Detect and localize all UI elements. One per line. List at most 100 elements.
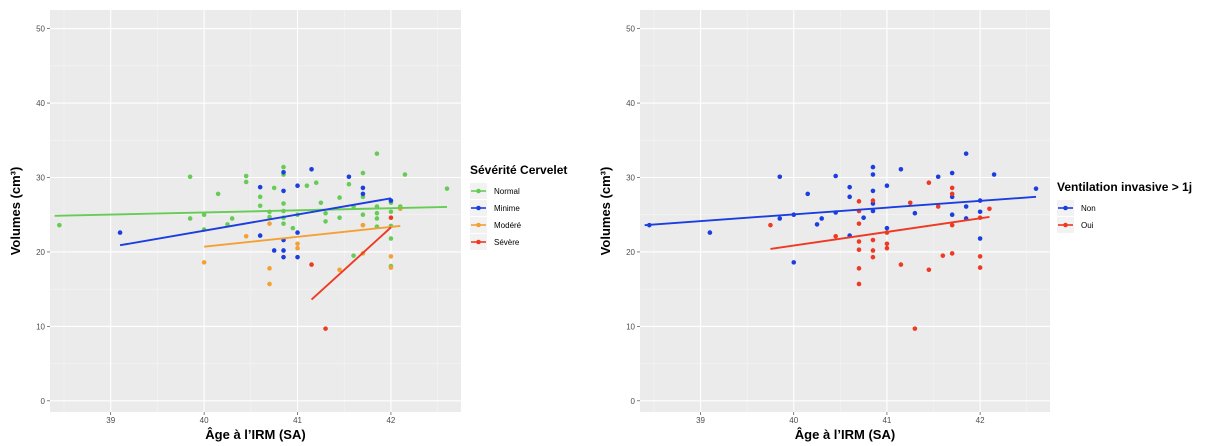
x-tick-label: 40 bbox=[200, 416, 209, 425]
data-points bbox=[57, 151, 450, 331]
data-point bbox=[309, 167, 314, 172]
data-point bbox=[281, 221, 286, 226]
legend-items: Normal Minime Modéré Sévère bbox=[470, 183, 522, 250]
data-point bbox=[243, 173, 249, 179]
data-point bbox=[243, 234, 249, 239]
data-point bbox=[187, 216, 193, 221]
data-point bbox=[444, 186, 450, 191]
data-point bbox=[884, 245, 890, 251]
data-point bbox=[847, 184, 852, 190]
data-point bbox=[201, 260, 207, 265]
data-point bbox=[847, 194, 852, 200]
data-point bbox=[819, 216, 825, 221]
data-point bbox=[187, 174, 193, 180]
data-point bbox=[309, 262, 314, 267]
data-point bbox=[388, 265, 394, 270]
trend-line bbox=[204, 224, 401, 248]
trend-line bbox=[54, 205, 448, 217]
x-tick-label: 39 bbox=[106, 416, 115, 425]
data-point bbox=[281, 248, 286, 253]
data-point bbox=[856, 266, 862, 271]
data-point bbox=[337, 215, 342, 220]
data-point bbox=[870, 254, 876, 260]
data-point bbox=[388, 236, 394, 241]
legend-point bbox=[476, 205, 481, 211]
data-point bbox=[949, 212, 955, 218]
legend-title: Ventilation invasive > 1j bbox=[1057, 180, 1192, 194]
data-point bbox=[907, 200, 913, 206]
trend-line bbox=[310, 226, 392, 301]
data-point bbox=[977, 254, 983, 259]
data-point bbox=[281, 254, 286, 260]
data-point bbox=[388, 254, 394, 259]
data-point bbox=[267, 214, 272, 220]
data-point bbox=[870, 208, 876, 214]
data-point bbox=[295, 183, 300, 188]
data-point bbox=[949, 191, 955, 197]
data-point bbox=[805, 191, 811, 197]
y-tick-label: 50 bbox=[36, 25, 45, 34]
legend-items: Non Oui bbox=[1057, 200, 1096, 233]
data-point bbox=[57, 222, 62, 228]
x-axis-title: Âge à l’IRM (SA) bbox=[795, 427, 895, 442]
data-point bbox=[271, 185, 277, 191]
data-point bbox=[201, 212, 207, 218]
grid bbox=[640, 10, 1050, 412]
data-point bbox=[949, 251, 955, 256]
data-point bbox=[870, 198, 876, 203]
data-point bbox=[360, 170, 366, 176]
data-point bbox=[295, 230, 300, 235]
data-point bbox=[215, 191, 221, 197]
data-point bbox=[777, 216, 783, 221]
data-point bbox=[768, 222, 773, 228]
data-point bbox=[304, 183, 310, 188]
data-point bbox=[814, 222, 820, 227]
data-point bbox=[987, 206, 992, 212]
data-point bbox=[257, 194, 263, 200]
data-point bbox=[870, 248, 876, 253]
data-point bbox=[991, 172, 997, 177]
x-tick-label: 42 bbox=[976, 416, 985, 425]
y-tick-labels: 0 10 20 30 40 50 bbox=[626, 25, 640, 406]
data-point bbox=[374, 151, 380, 156]
data-point bbox=[935, 174, 941, 180]
legend-point bbox=[1063, 205, 1068, 211]
trend-lines bbox=[644, 195, 1037, 250]
data-point bbox=[346, 181, 352, 187]
data-point bbox=[707, 230, 713, 235]
data-point bbox=[281, 169, 286, 175]
data-point bbox=[791, 260, 797, 265]
data-point bbox=[977, 265, 983, 270]
legend-label: Non bbox=[1081, 204, 1096, 213]
y-axis-title: Volumes (cm³) bbox=[8, 167, 23, 256]
data-point bbox=[117, 230, 123, 235]
data-point bbox=[360, 191, 366, 197]
legend: Ventilation invasive > 1j Non Oui bbox=[1057, 180, 1192, 233]
y-tick-label: 10 bbox=[36, 322, 45, 331]
x-tick-label: 40 bbox=[789, 416, 798, 425]
data-point bbox=[856, 199, 862, 204]
data-point bbox=[935, 204, 941, 209]
data-point bbox=[229, 216, 235, 221]
legend-point bbox=[1063, 222, 1068, 228]
data-point bbox=[337, 267, 342, 273]
data-point bbox=[374, 216, 380, 221]
data-point bbox=[290, 225, 296, 231]
data-point bbox=[346, 174, 352, 180]
data-point bbox=[777, 174, 783, 180]
data-points bbox=[647, 151, 1039, 331]
y-tick-label: 10 bbox=[626, 322, 635, 331]
data-point bbox=[257, 203, 263, 209]
x-tick-label: 39 bbox=[696, 416, 705, 425]
x-tick-labels: 39 40 41 42 bbox=[696, 412, 985, 425]
y-tick-label: 50 bbox=[626, 25, 635, 34]
data-point bbox=[271, 248, 277, 253]
data-point bbox=[1033, 186, 1039, 191]
data-point bbox=[940, 253, 946, 258]
y-tick-label: 40 bbox=[626, 99, 635, 108]
legend-label: Modéré bbox=[494, 221, 522, 230]
legend-label: Oui bbox=[1081, 221, 1094, 230]
x-tick-labels: 39 40 41 42 bbox=[106, 412, 396, 425]
data-point bbox=[257, 184, 263, 190]
trend-line bbox=[644, 195, 1037, 227]
